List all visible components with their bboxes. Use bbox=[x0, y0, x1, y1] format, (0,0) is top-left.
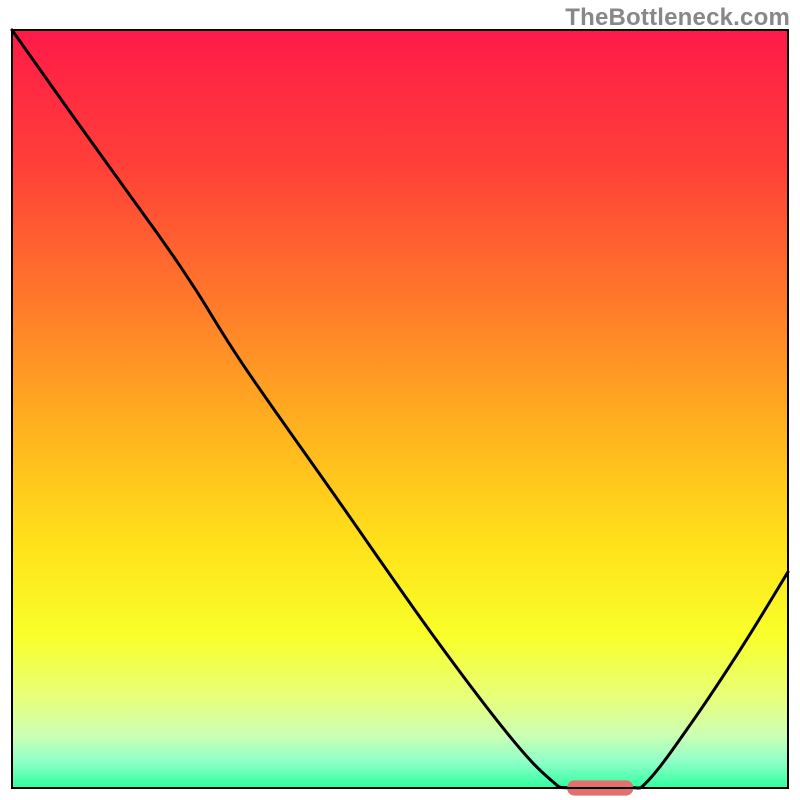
chart-wrapper: TheBottleneck.com bbox=[0, 0, 800, 800]
bottleneck-chart bbox=[0, 0, 800, 800]
plot-background bbox=[12, 30, 788, 788]
watermark-text: TheBottleneck.com bbox=[565, 4, 790, 32]
